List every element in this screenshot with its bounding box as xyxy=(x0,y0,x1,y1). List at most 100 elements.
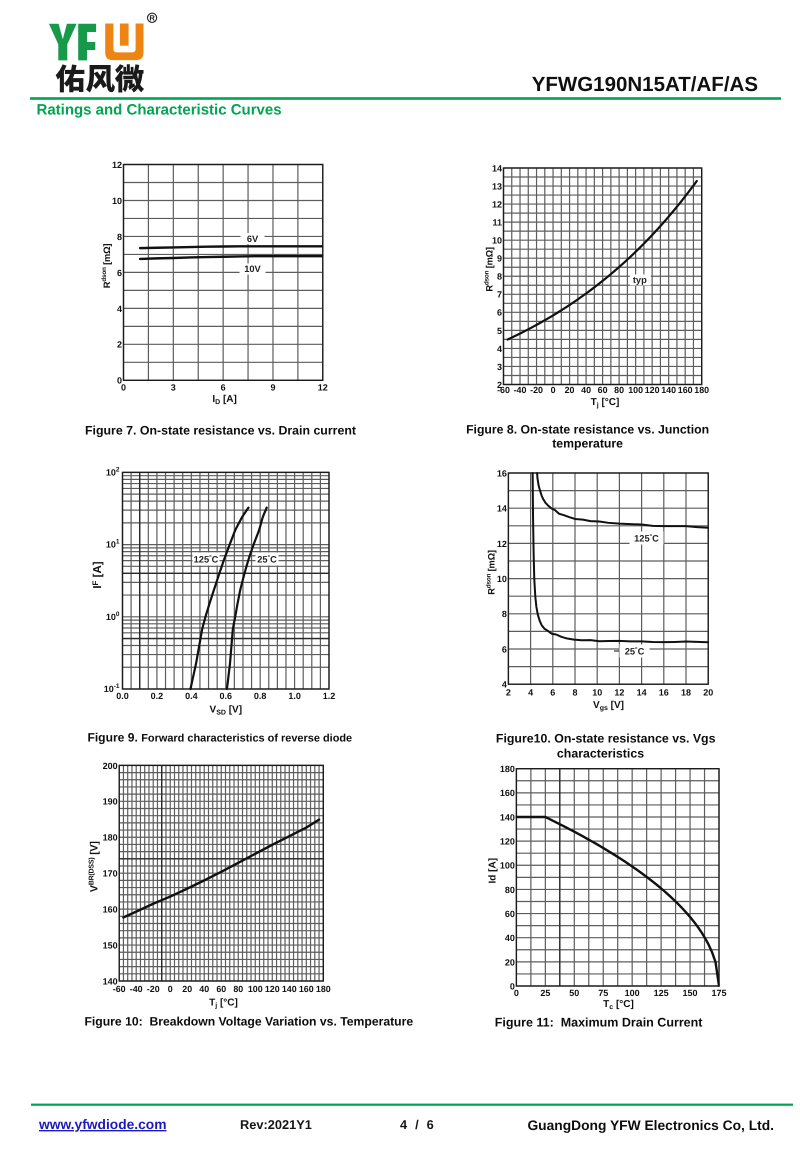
svg-text:20: 20 xyxy=(505,957,515,967)
svg-text:60: 60 xyxy=(505,909,515,919)
svg-text:Rev:2021Y1: Rev:2021Y1 xyxy=(240,1117,312,1132)
svg-text:Rdson [mΩ]: Rdson [mΩ] xyxy=(486,550,497,595)
svg-text:160: 160 xyxy=(299,984,314,994)
svg-text:16: 16 xyxy=(659,688,669,698)
svg-text:11: 11 xyxy=(492,218,502,228)
svg-text:180: 180 xyxy=(500,764,515,774)
svg-text:180: 180 xyxy=(103,833,118,843)
svg-text:25°C: 25°C xyxy=(625,647,645,657)
svg-text:10-1: 10-1 xyxy=(104,683,120,694)
svg-text:5: 5 xyxy=(497,326,502,336)
svg-text:characteristics: characteristics xyxy=(557,747,644,761)
svg-text:180: 180 xyxy=(694,385,709,395)
svg-text:160: 160 xyxy=(678,385,693,395)
svg-text:-20: -20 xyxy=(530,385,543,395)
svg-text:10V: 10V xyxy=(244,264,261,274)
svg-text:Figure 9. Forward characterist: Figure 9. Forward characteristics of rev… xyxy=(87,731,352,745)
svg-text:140: 140 xyxy=(661,385,676,395)
svg-text:Rdson [mΩ]: Rdson [mΩ] xyxy=(101,244,112,289)
svg-text:1.0: 1.0 xyxy=(288,691,301,701)
svg-text:75: 75 xyxy=(598,988,608,998)
svg-text:14: 14 xyxy=(492,163,502,173)
svg-text:3: 3 xyxy=(497,362,502,372)
svg-text:4: 4 xyxy=(497,344,502,354)
svg-text:25°C: 25°C xyxy=(257,555,277,565)
svg-text:2: 2 xyxy=(497,380,502,390)
svg-text:50: 50 xyxy=(569,988,579,998)
svg-text:20: 20 xyxy=(703,688,713,698)
svg-text:4: 4 xyxy=(117,304,122,314)
svg-text:150: 150 xyxy=(683,988,698,998)
svg-text:18: 18 xyxy=(681,688,691,698)
svg-text:6: 6 xyxy=(502,644,507,654)
svg-text:Figure 7. On-state resistance: Figure 7. On-state resistance vs. Drain … xyxy=(85,424,356,438)
svg-text:100: 100 xyxy=(625,988,640,998)
svg-text:0.2: 0.2 xyxy=(151,691,164,701)
svg-text:6: 6 xyxy=(117,268,122,278)
svg-text:4 / 6: 4 / 6 xyxy=(400,1117,436,1132)
svg-text:6: 6 xyxy=(221,382,226,392)
svg-text:Id [A]: Id [A] xyxy=(488,858,499,884)
svg-text:175: 175 xyxy=(711,988,726,998)
svg-text:190: 190 xyxy=(103,797,118,807)
svg-text:VSD [V]: VSD [V] xyxy=(210,705,243,717)
svg-text:0.4: 0.4 xyxy=(185,691,198,701)
svg-text:8: 8 xyxy=(572,688,577,698)
svg-text:0: 0 xyxy=(514,988,519,998)
svg-text:4: 4 xyxy=(502,680,507,690)
svg-text:-20: -20 xyxy=(147,984,160,994)
svg-text:150: 150 xyxy=(103,940,118,950)
svg-text:120: 120 xyxy=(265,984,280,994)
svg-text:8: 8 xyxy=(117,232,122,242)
svg-text:6V: 6V xyxy=(247,234,259,244)
svg-text:Figure 8. On-state resistance: Figure 8. On-state resistance vs. Juncti… xyxy=(466,423,709,437)
svg-text:8: 8 xyxy=(497,272,502,282)
svg-text:temperature: temperature xyxy=(552,437,623,451)
svg-text:100: 100 xyxy=(106,611,120,622)
svg-text:4: 4 xyxy=(528,688,533,698)
svg-text:-60: -60 xyxy=(497,385,510,395)
svg-text:80: 80 xyxy=(233,984,243,994)
svg-text:20: 20 xyxy=(182,984,192,994)
svg-text:10: 10 xyxy=(112,196,122,206)
svg-text:13: 13 xyxy=(492,181,502,191)
svg-text:YFWG190N15AT/AF/AS: YFWG190N15AT/AF/AS xyxy=(532,73,758,96)
svg-text:140: 140 xyxy=(500,812,515,822)
svg-text:0: 0 xyxy=(121,382,126,392)
svg-text:Tj [°C]: Tj [°C] xyxy=(591,397,620,409)
svg-text:160: 160 xyxy=(103,905,118,915)
svg-text:60: 60 xyxy=(216,984,226,994)
svg-text:12: 12 xyxy=(614,688,624,698)
svg-text:2: 2 xyxy=(506,688,511,698)
svg-text:125°C: 125°C xyxy=(194,555,219,565)
svg-text:10: 10 xyxy=(592,688,602,698)
svg-text:125: 125 xyxy=(654,988,669,998)
svg-text:25: 25 xyxy=(540,988,550,998)
svg-text:-60: -60 xyxy=(113,984,126,994)
svg-text:0: 0 xyxy=(551,385,556,395)
svg-text:Tc [°C]: Tc [°C] xyxy=(603,999,634,1011)
svg-text:120: 120 xyxy=(645,385,660,395)
svg-text:www.yfwdiode.com: www.yfwdiode.com xyxy=(38,1117,167,1132)
svg-text:2: 2 xyxy=(117,340,122,350)
svg-text:40: 40 xyxy=(581,385,591,395)
svg-text:10: 10 xyxy=(497,574,507,584)
svg-text:10: 10 xyxy=(492,236,502,246)
svg-text:101: 101 xyxy=(106,539,120,550)
svg-text:6: 6 xyxy=(497,308,502,318)
svg-text:100: 100 xyxy=(628,385,643,395)
svg-text:125°C: 125°C xyxy=(634,534,659,544)
svg-text:0: 0 xyxy=(117,376,122,386)
svg-text:Rdson [mΩ]: Rdson [mΩ] xyxy=(484,247,495,292)
svg-text:16: 16 xyxy=(497,468,507,478)
svg-text:Tj [°C]: Tj [°C] xyxy=(209,998,238,1010)
svg-text:40: 40 xyxy=(505,933,515,943)
svg-text:100: 100 xyxy=(500,861,515,871)
svg-text:80: 80 xyxy=(505,885,515,895)
svg-text:8: 8 xyxy=(502,609,507,619)
svg-text:100: 100 xyxy=(248,984,263,994)
svg-text:7: 7 xyxy=(497,290,502,300)
svg-text:Figure10. On-state resistance: Figure10. On-state resistance vs. Vgs xyxy=(496,732,716,746)
svg-text:typ: typ xyxy=(633,275,647,285)
svg-text:14: 14 xyxy=(637,688,647,698)
